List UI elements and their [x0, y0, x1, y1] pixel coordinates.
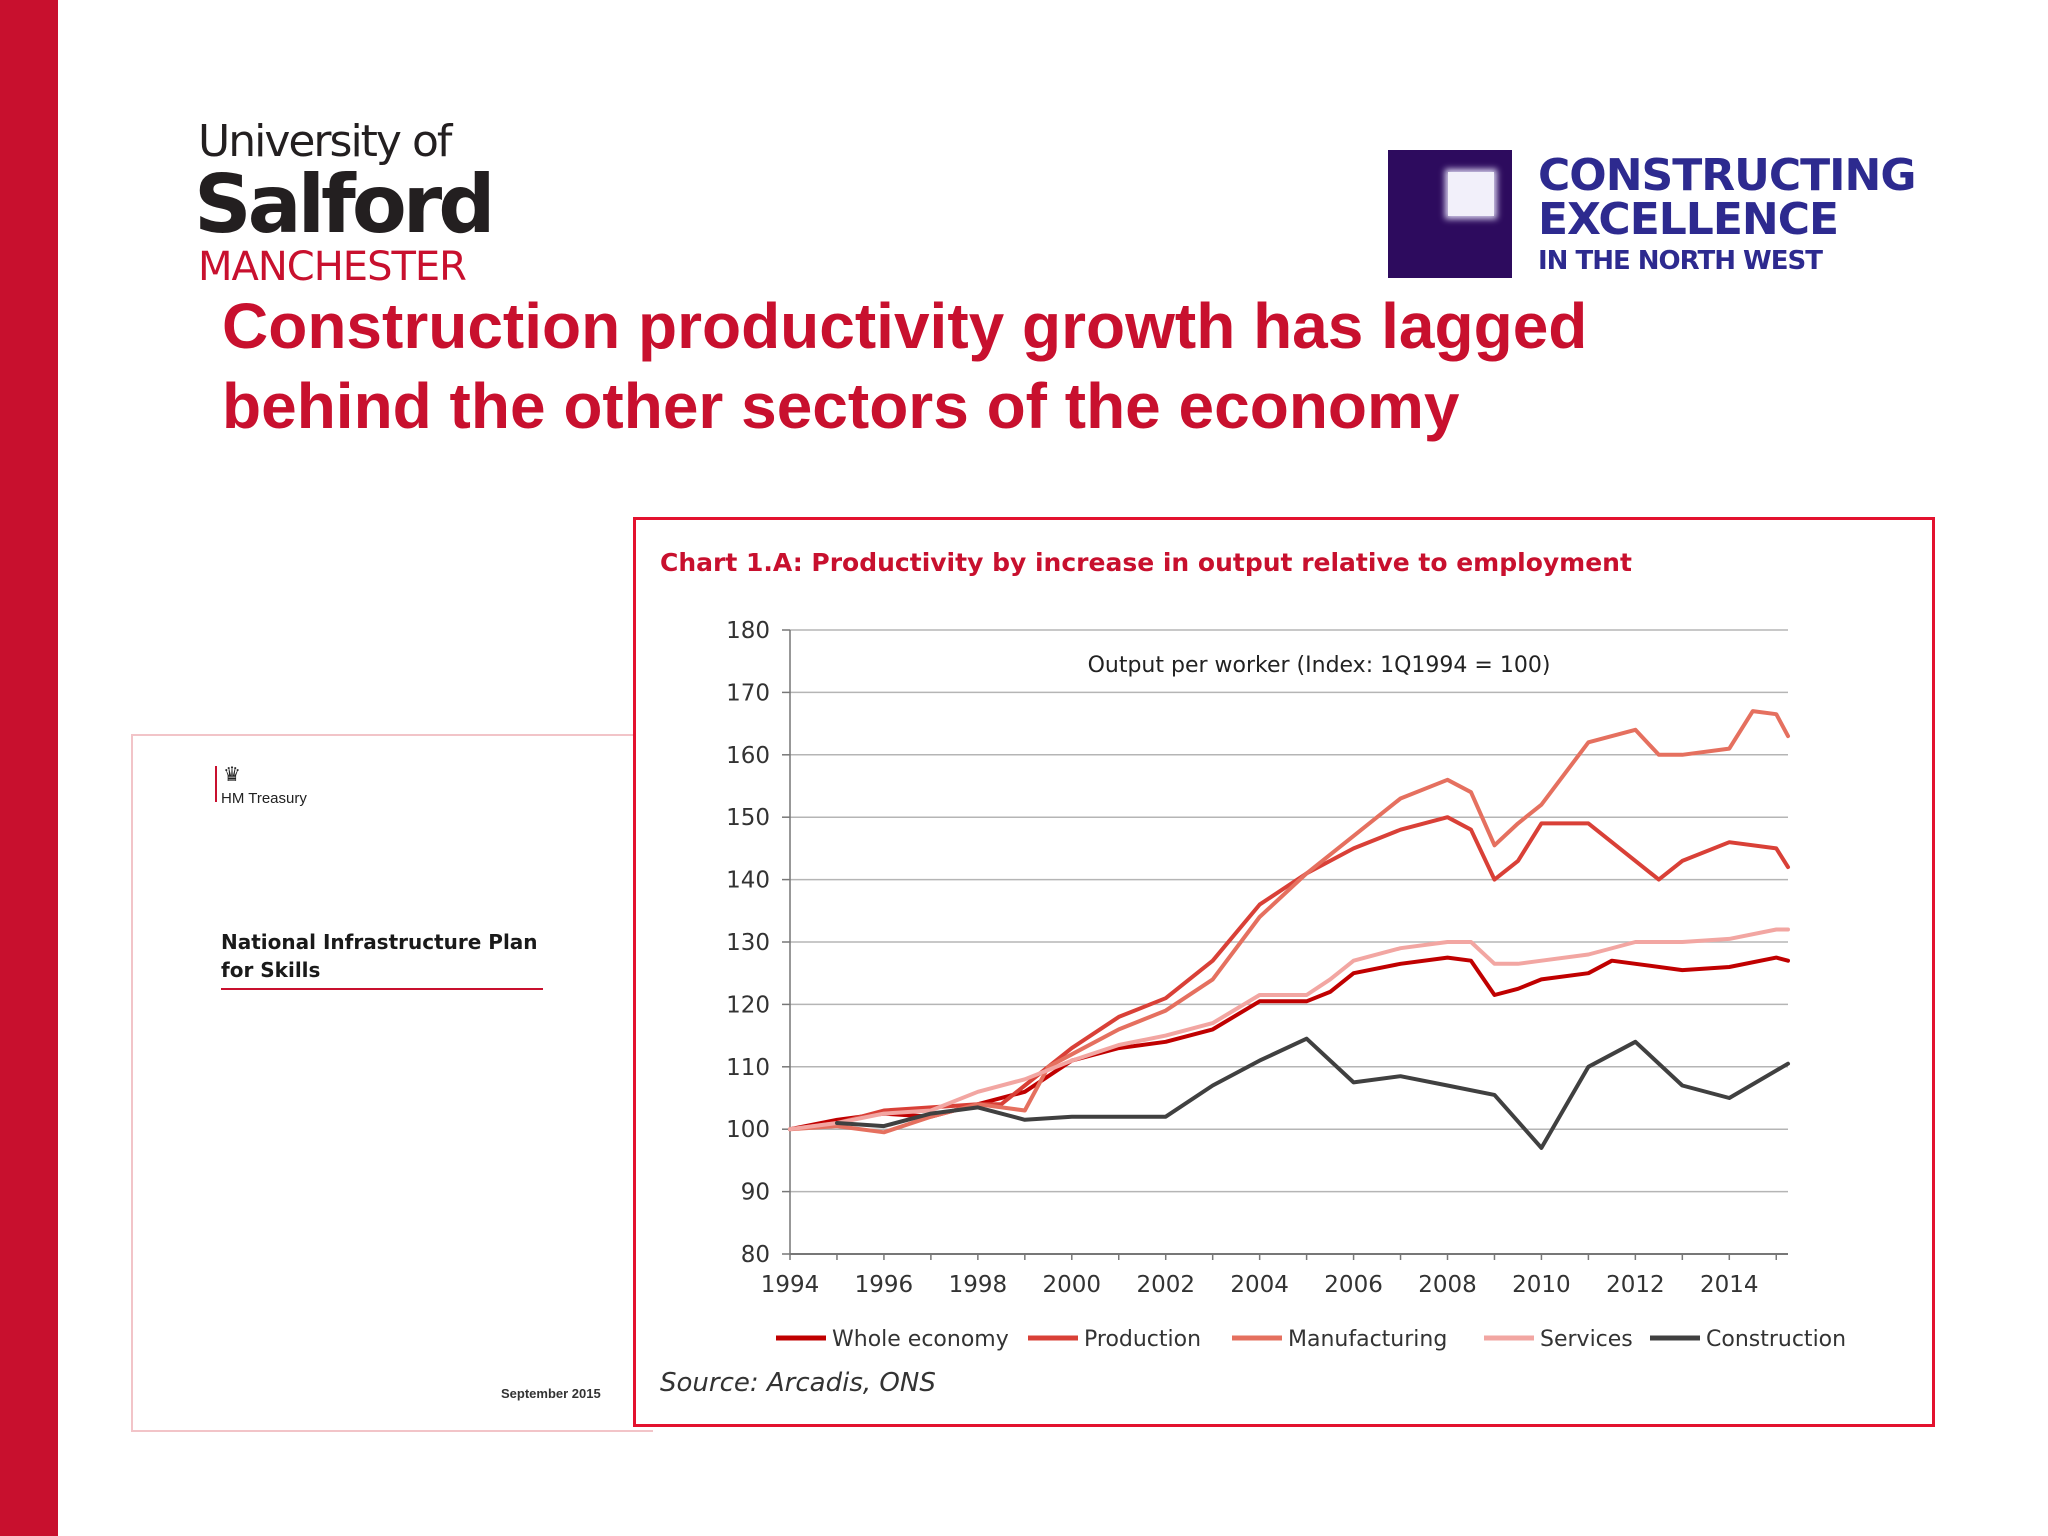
x-tick-label: 2010 [1512, 1272, 1571, 1298]
slide-title: Construction productivity growth has lag… [222, 290, 1588, 442]
legend-label: Whole economy [832, 1327, 1009, 1352]
x-tick-label: 2002 [1136, 1272, 1195, 1298]
x-tick-label: 1994 [761, 1272, 820, 1298]
constructing-excellence-logo: CONSTRUCTING EXCELLENCE IN THE NORTH WES… [1388, 150, 1916, 278]
chart-panel: Chart 1.A: Productivity by increase in o… [633, 517, 1935, 1427]
series-line-services [788, 927, 1790, 1132]
x-tick-label: 2006 [1324, 1272, 1383, 1298]
legend-label: Construction [1706, 1327, 1846, 1352]
y-tick-label: 90 [741, 1180, 770, 1206]
university-of-salford-logo: University of Salford MANCHESTER [194, 116, 496, 290]
left-accent-bar [0, 0, 58, 1536]
logo-line-2: Salford [194, 158, 496, 251]
royal-crest-icon: ♛ [223, 764, 241, 786]
logo-line-1: CONSTRUCTING [1538, 150, 1916, 201]
y-tick-label: 180 [726, 618, 770, 644]
title-underline [221, 988, 543, 990]
document-cover: ♛ HM Treasury National Infrastructure Pl… [131, 734, 653, 1432]
y-tick-label: 150 [726, 805, 770, 831]
series-line-manufacturing [788, 709, 1790, 1135]
x-tick-label: 2000 [1043, 1272, 1102, 1298]
series-line-production [788, 815, 1790, 1132]
publisher-name: HM Treasury [221, 790, 307, 807]
logo-line-3: IN THE NORTH WEST [1538, 246, 1823, 276]
logo-line-1: University of [198, 116, 452, 167]
chart-source: Source: Arcadis, ONS [660, 1368, 936, 1398]
document-date: September 2015 [501, 1386, 601, 1401]
line-chart: 80 90 100 110 120 130 140 150 160 170 180 1994 1996 1… [726, 618, 1846, 1352]
series-line-whole-economy [788, 955, 1790, 1132]
x-tick-label: 1998 [949, 1272, 1008, 1298]
series-line-construction [835, 1036, 1790, 1150]
y-tick-label: 120 [726, 992, 770, 1018]
legend-label: Production [1084, 1327, 1201, 1352]
document-title: National Infrastructure Plan for Skills [221, 930, 538, 982]
logo-line-3: MANCHESTER [198, 244, 467, 290]
y-tick-label: 170 [726, 680, 770, 706]
y-tick-label: 130 [726, 930, 770, 956]
legend-label: Manufacturing [1288, 1327, 1447, 1352]
y-tick-label: 80 [741, 1242, 770, 1268]
x-tick-label: 2012 [1606, 1272, 1665, 1298]
x-tick-label: 2008 [1418, 1272, 1477, 1298]
y-tick-label: 100 [726, 1117, 770, 1143]
x-tick-label: 2014 [1700, 1272, 1759, 1298]
crest-rule [215, 766, 217, 802]
chart-subtitle: Output per worker (Index: 1Q1994 = 100) [1088, 653, 1551, 678]
logo-square-icon [1388, 150, 1512, 278]
chart-title: Chart 1.A: Productivity by increase in o… [660, 548, 1632, 577]
y-tick-label: 110 [726, 1055, 770, 1081]
y-tick-label: 160 [726, 743, 770, 769]
logo-line-2: EXCELLENCE [1538, 194, 1839, 245]
y-tick-label: 140 [726, 868, 770, 894]
x-tick-label: 1996 [855, 1272, 914, 1298]
legend-label: Services [1540, 1327, 1633, 1352]
x-tick-label: 2004 [1230, 1272, 1289, 1298]
